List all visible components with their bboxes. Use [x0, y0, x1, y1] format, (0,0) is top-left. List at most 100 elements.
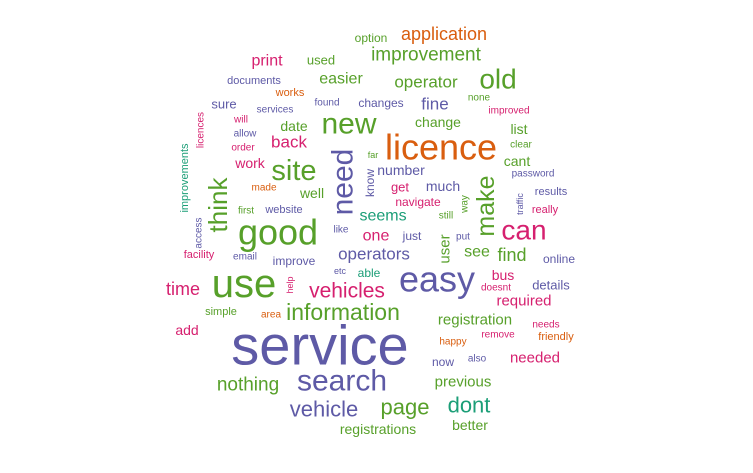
word-help: help: [285, 276, 295, 293]
word-fine: fine: [421, 95, 448, 114]
word-found: found: [314, 98, 339, 109]
word-remove: remove: [481, 330, 515, 341]
word-area: area: [261, 310, 281, 321]
word-needs: needs: [532, 320, 559, 331]
word-access: access: [194, 217, 205, 248]
word-much: much: [426, 178, 460, 194]
word-back: back: [271, 133, 307, 152]
word-improved: improved: [488, 106, 529, 117]
word-add: add: [175, 322, 198, 338]
word-changes: changes: [358, 96, 403, 110]
word-still: still: [439, 211, 453, 222]
word-option: option: [355, 31, 388, 45]
word-see: see: [464, 244, 490, 261]
word-traffic: traffic: [515, 193, 525, 215]
word-improve: improve: [273, 254, 316, 268]
word-improvements: improvements: [179, 143, 191, 213]
word-documents: documents: [227, 75, 281, 87]
word-way: way: [460, 195, 471, 214]
word-sure: sure: [211, 97, 236, 112]
word-better: better: [452, 417, 488, 433]
word-vehicles: vehicles: [309, 280, 385, 303]
word-far: far: [368, 150, 379, 160]
word-results: results: [535, 186, 568, 198]
word-user: user: [437, 234, 454, 263]
word-site: site: [271, 155, 316, 187]
word-nothing: nothing: [217, 375, 279, 396]
word-registration: registration: [438, 312, 512, 329]
word-etc: etc: [334, 266, 347, 276]
word-easy: easy: [399, 259, 475, 300]
word-know: know: [363, 169, 377, 197]
word-print: print: [251, 53, 283, 70]
word-use: use: [212, 262, 277, 306]
word-clear: clear: [510, 140, 532, 151]
word-bus: bus: [492, 267, 515, 283]
word-registrations: registrations: [340, 421, 416, 437]
word-find: find: [497, 245, 526, 265]
word-details: details: [532, 278, 570, 293]
word-seems: seems: [359, 208, 406, 225]
word-facility: facility: [184, 249, 215, 261]
word-also: also: [468, 354, 487, 365]
word-services: services: [257, 105, 294, 116]
word-online: online: [543, 252, 575, 266]
word-dont: dont: [448, 393, 491, 418]
word-make: make: [472, 175, 500, 236]
word-cant: cant: [504, 153, 531, 169]
word-time: time: [166, 279, 200, 299]
word-simple: simple: [205, 306, 237, 318]
word-well: well: [299, 185, 324, 201]
word-required: required: [496, 293, 551, 310]
word-navigate: navigate: [395, 195, 441, 209]
word-friendly: friendly: [538, 331, 574, 343]
word-application: application: [401, 24, 487, 44]
word-date: date: [280, 118, 307, 134]
word-search: search: [297, 365, 387, 398]
word-list: list: [510, 121, 527, 137]
word-new: new: [321, 108, 376, 141]
word-change: change: [415, 114, 461, 130]
word-website: website: [264, 204, 302, 216]
word-order: order: [231, 143, 255, 154]
word-happy: happy: [439, 337, 466, 348]
word-able: able: [358, 266, 381, 280]
word-made: made: [251, 183, 276, 194]
word-improvement: improvement: [371, 45, 482, 66]
word-work: work: [234, 155, 266, 171]
word-old: old: [479, 64, 516, 95]
word-need: need: [327, 149, 360, 216]
word-works: works: [275, 87, 305, 99]
word-none: none: [468, 93, 491, 104]
word-easier: easier: [319, 71, 363, 88]
word-doesnt: doesnt: [481, 283, 511, 294]
word-can: can: [501, 215, 546, 246]
word-previous: previous: [435, 374, 492, 391]
word-licences: licences: [196, 112, 207, 148]
word-operator: operator: [394, 73, 458, 92]
word-needed: needed: [510, 350, 560, 367]
word-now: now: [432, 355, 454, 369]
word-good: good: [238, 212, 318, 253]
word-number: number: [377, 162, 425, 178]
word-used: used: [307, 53, 335, 68]
word-password: password: [512, 169, 555, 180]
word-allow: allow: [234, 129, 258, 140]
word-like: like: [333, 225, 348, 236]
word-first: first: [238, 206, 254, 217]
word-will: will: [233, 115, 248, 126]
word-operators: operators: [338, 245, 410, 264]
word-service: service: [231, 314, 408, 377]
word-think: think: [203, 177, 233, 233]
word-just: just: [402, 229, 422, 243]
word-put: put: [456, 232, 470, 243]
word-licence: licence: [385, 127, 497, 168]
word-really: really: [532, 204, 559, 216]
word-page: page: [381, 395, 430, 420]
word-email: email: [233, 252, 257, 263]
word-vehicle: vehicle: [290, 397, 358, 422]
word-information: information: [286, 299, 400, 325]
word-get: get: [391, 180, 409, 195]
